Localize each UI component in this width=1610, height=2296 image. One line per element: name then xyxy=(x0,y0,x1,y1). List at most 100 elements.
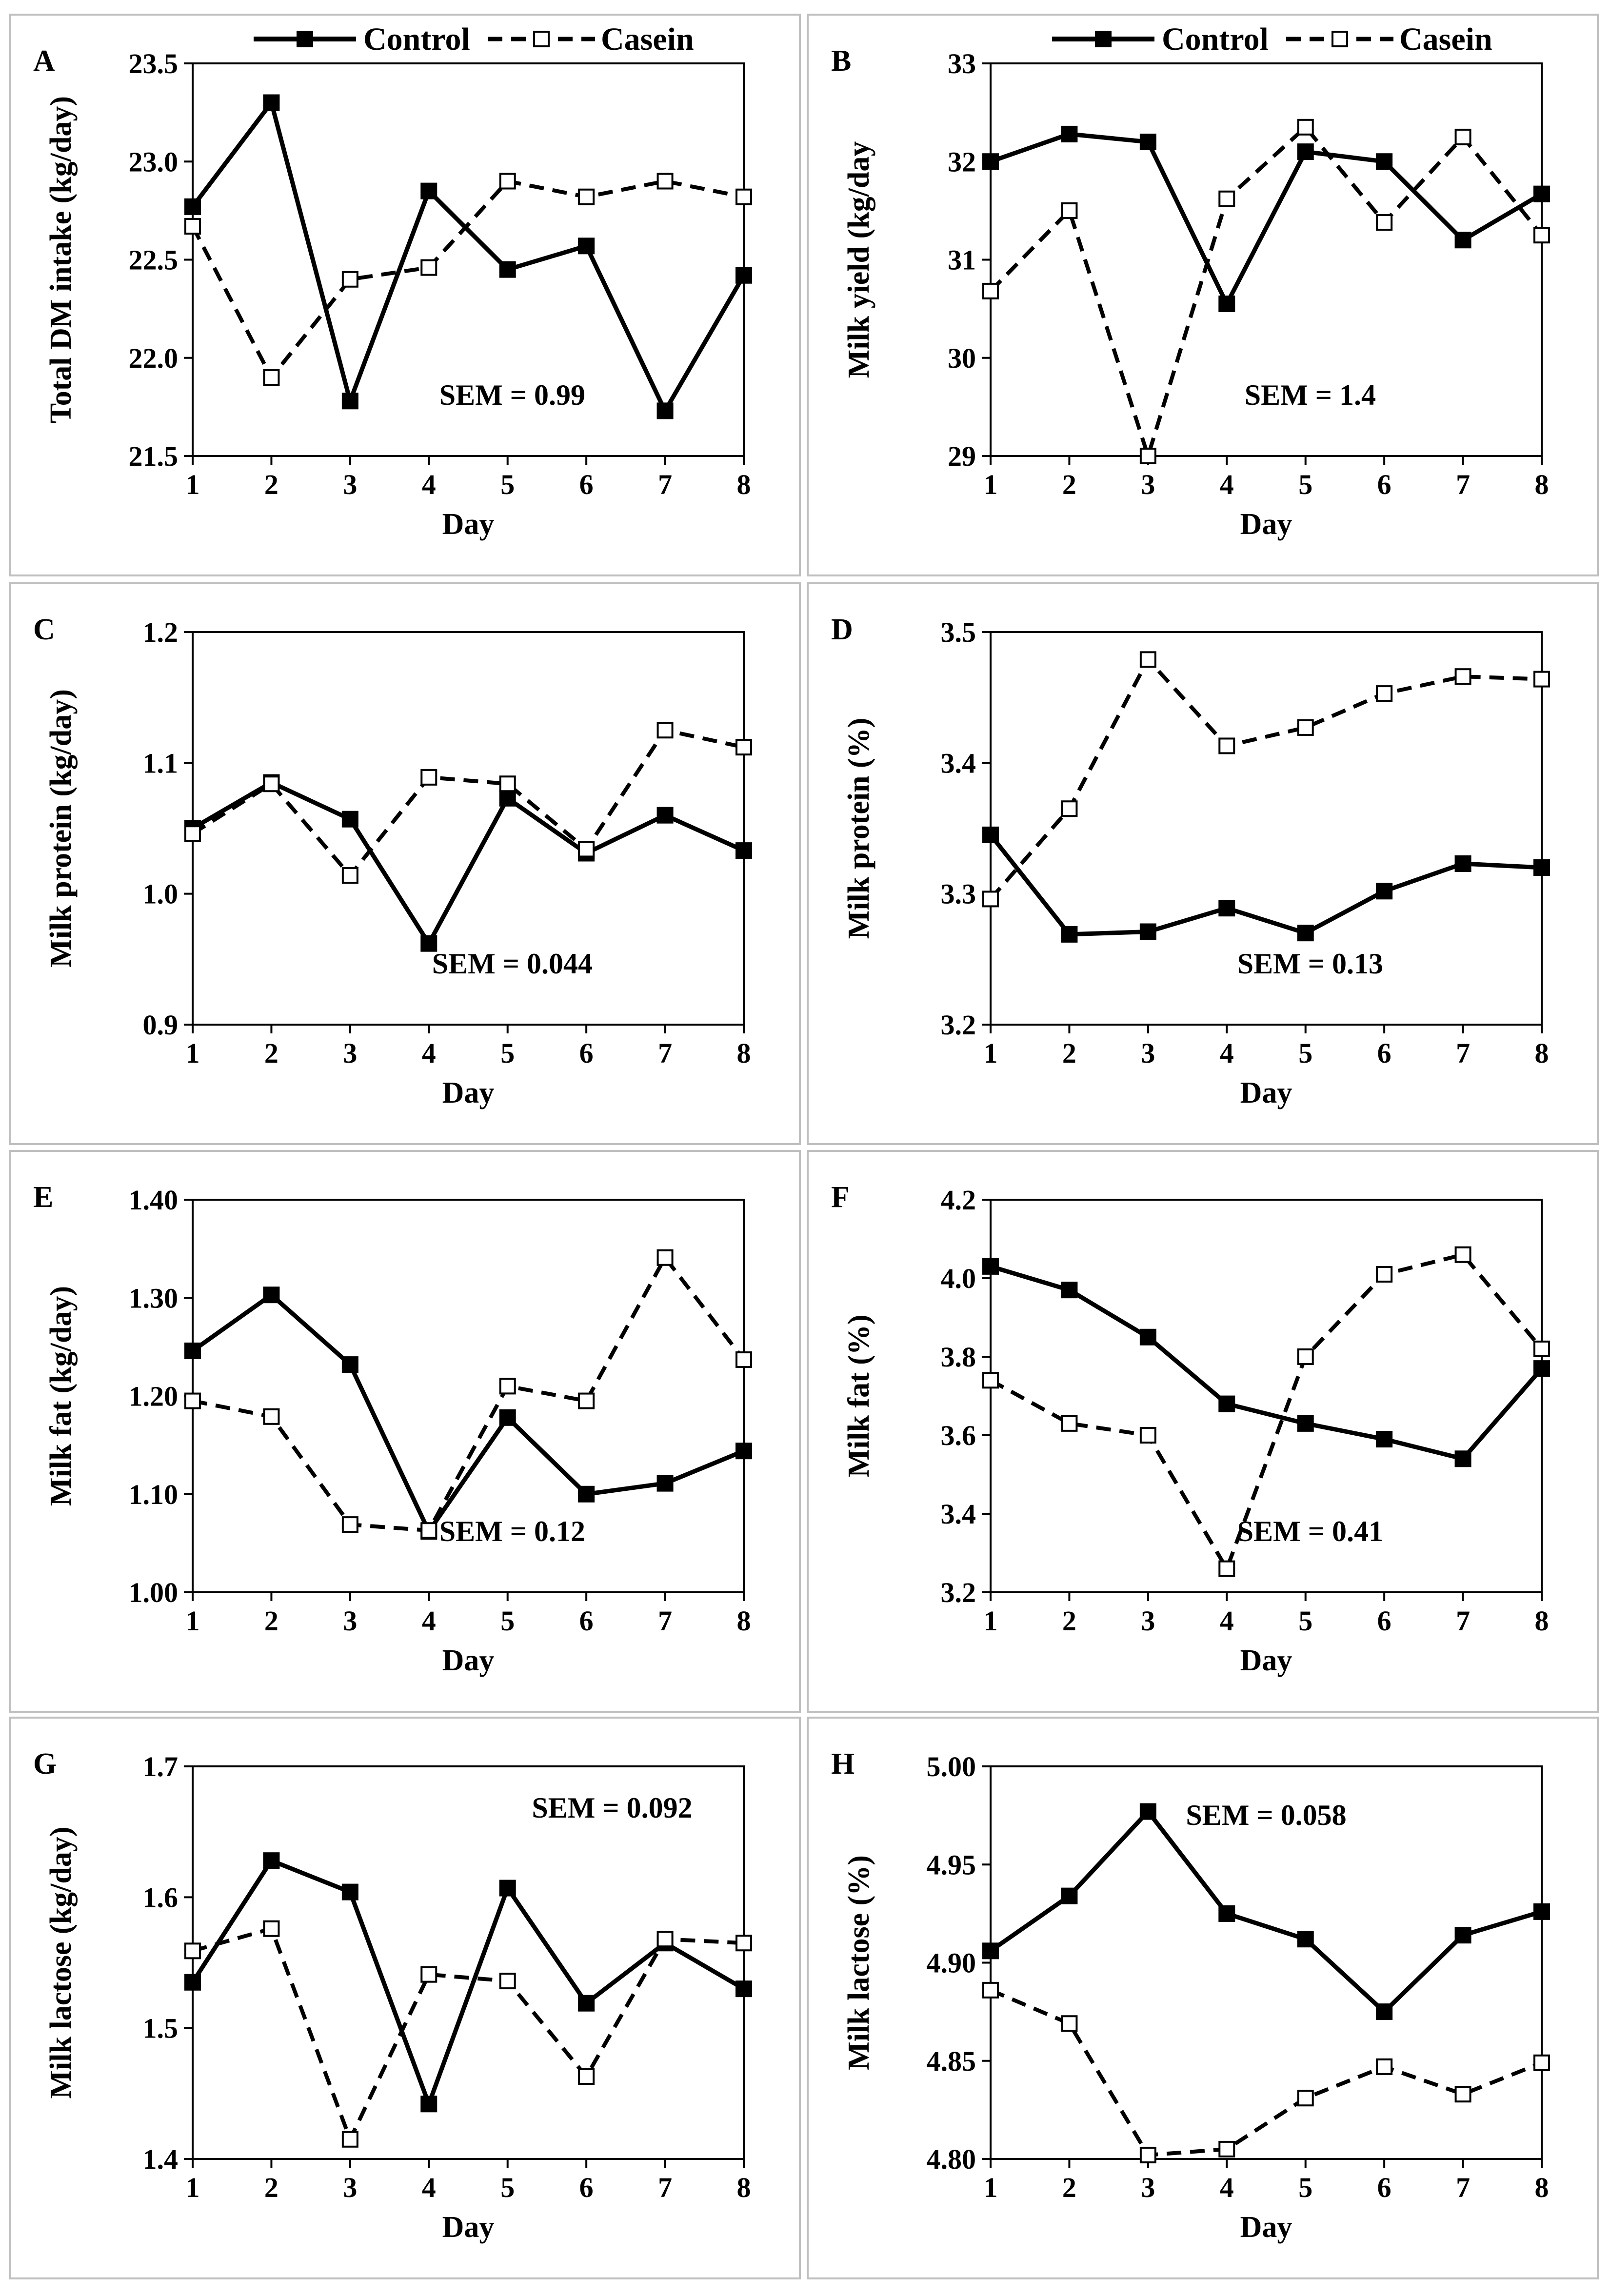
panel-letter: C xyxy=(33,613,55,646)
x-axis-title: Day xyxy=(1240,2211,1292,2244)
y-tick-label: 1.40 xyxy=(129,1184,179,1216)
data-point-casein xyxy=(1533,2054,1550,2071)
panel-border xyxy=(807,1150,1599,1713)
data-point-control xyxy=(184,1974,201,1991)
data-point-casein xyxy=(1218,2140,1235,2157)
data-point-casein xyxy=(982,1981,999,1999)
x-tick-label: 2 xyxy=(1062,2172,1076,2203)
y-tick-label: 22.0 xyxy=(129,342,179,374)
data-point-casein xyxy=(1139,651,1156,668)
x-tick-label: 6 xyxy=(579,1605,594,1637)
y-tick-label: 32 xyxy=(948,146,976,178)
data-point-control xyxy=(263,1852,280,1869)
y-tick-label: 1.20 xyxy=(129,1381,179,1412)
x-tick-label: 4 xyxy=(422,1605,436,1637)
data-point-control xyxy=(1376,2003,1393,2020)
y-axis-title: Milk fat (%) xyxy=(842,1314,875,1477)
y-tick-label: 3.3 xyxy=(941,878,976,910)
series-line-casein xyxy=(191,728,744,878)
data-point-control xyxy=(341,393,358,410)
data-point-casein xyxy=(341,1516,358,1533)
data-point-casein xyxy=(1218,1560,1235,1577)
x-tick-label: 7 xyxy=(1456,2172,1470,2203)
legend-label-casein: Casein xyxy=(601,21,694,57)
legend-marker-control xyxy=(1095,31,1112,47)
data-point-casein xyxy=(1139,1427,1156,1444)
data-point-control xyxy=(1218,900,1235,917)
x-tick-label: 5 xyxy=(1298,1605,1312,1637)
data-point-casein xyxy=(1376,1266,1393,1283)
data-point-casein xyxy=(1061,202,1078,219)
data-point-control xyxy=(656,807,674,824)
data-point-control xyxy=(499,261,516,278)
y-tick-label: 4.90 xyxy=(927,1947,976,1979)
data-point-casein xyxy=(499,775,516,792)
x-tick-label: 7 xyxy=(1456,1605,1470,1637)
data-point-casein xyxy=(578,1392,595,1409)
y-tick-label: 23.5 xyxy=(129,48,179,79)
series-line-control xyxy=(990,1264,1544,1461)
data-point-casein xyxy=(656,722,674,739)
data-point-control xyxy=(499,790,516,807)
data-point-control xyxy=(420,2096,437,2113)
legend-right: Control Casein xyxy=(1052,21,1492,57)
x-tick-label: 7 xyxy=(658,2172,672,2203)
chart-panel-d: D 3.2 3.3 3.4 3.5 1 2 3 4 5 6 7 8 Day Milk protein (%)… xyxy=(807,582,1599,1145)
data-point-control xyxy=(578,238,595,255)
data-point-control xyxy=(184,198,201,215)
y-tick-label: 1.30 xyxy=(129,1282,179,1314)
chart-panel-h: H 4.80 4.85 4.90 4.95 5.00 1 2 3 4 5 6 7 8 Day Milk lac… xyxy=(807,1717,1599,2279)
sem-annotation: SEM = 0.058 xyxy=(1186,1799,1346,1831)
y-tick-label: 3.4 xyxy=(941,1498,976,1530)
data-point-casein xyxy=(1061,1415,1078,1432)
data-point-control xyxy=(341,1356,358,1373)
y-tick-label: 4.2 xyxy=(941,1184,976,1216)
x-tick-label: 3 xyxy=(343,1605,357,1637)
data-point-control xyxy=(1139,134,1156,150)
x-tick-label: 8 xyxy=(1535,2172,1549,2203)
y-axis-title: Milk protein (kg/day) xyxy=(44,689,78,968)
y-tick-label: 22.5 xyxy=(129,244,179,276)
data-point-control xyxy=(735,267,752,284)
x-tick-label: 1 xyxy=(984,469,998,500)
x-tick-label: 4 xyxy=(1220,1605,1234,1637)
data-point-casein xyxy=(184,1392,201,1409)
data-point-casein xyxy=(982,1372,999,1389)
data-point-casein xyxy=(1454,668,1471,685)
panel-letter: D xyxy=(831,613,853,646)
data-point-control xyxy=(263,1287,280,1304)
data-point-control xyxy=(1061,125,1078,142)
x-tick-label: 1 xyxy=(984,1605,998,1637)
data-point-casein xyxy=(1061,2015,1078,2032)
panel-letter: B xyxy=(831,44,851,78)
y-tick-label: 21.5 xyxy=(129,440,179,472)
panel-border xyxy=(807,1717,1599,2279)
data-point-control xyxy=(982,826,999,843)
data-point-control xyxy=(1218,1395,1235,1412)
x-axis-title: Day xyxy=(442,1644,495,1677)
data-point-casein xyxy=(1376,685,1393,702)
chart-panel-c: C 0.9 1.0 1.1 1.2 1 2 3 4 5 6 7 8 Day Milk protein (kg… xyxy=(9,582,801,1145)
x-tick-label: 2 xyxy=(1062,469,1076,500)
y-tick-label: 1.7 xyxy=(143,1751,179,1782)
data-point-casein xyxy=(341,271,358,288)
data-point-casein xyxy=(420,1522,437,1539)
data-point-casein xyxy=(1297,719,1314,736)
data-point-casein xyxy=(341,867,358,884)
x-tick-label: 3 xyxy=(1141,469,1155,500)
data-point-casein xyxy=(656,1931,674,1948)
x-tick-label: 1 xyxy=(186,2172,200,2203)
x-tick-label: 4 xyxy=(422,1037,436,1069)
y-axis-title: Milk protein (%) xyxy=(842,718,875,939)
panel-border xyxy=(9,1717,801,2279)
series-line-control xyxy=(191,1292,745,1534)
x-tick-label: 4 xyxy=(1220,1037,1234,1069)
x-tick-label: 7 xyxy=(1456,469,1470,500)
x-tick-label: 6 xyxy=(579,2172,594,2203)
data-point-casein xyxy=(1297,2090,1314,2107)
series-line-control xyxy=(989,833,1542,937)
data-point-control xyxy=(982,153,999,170)
y-tick-label: 3.2 xyxy=(941,1577,976,1608)
data-point-control xyxy=(982,1942,999,1960)
